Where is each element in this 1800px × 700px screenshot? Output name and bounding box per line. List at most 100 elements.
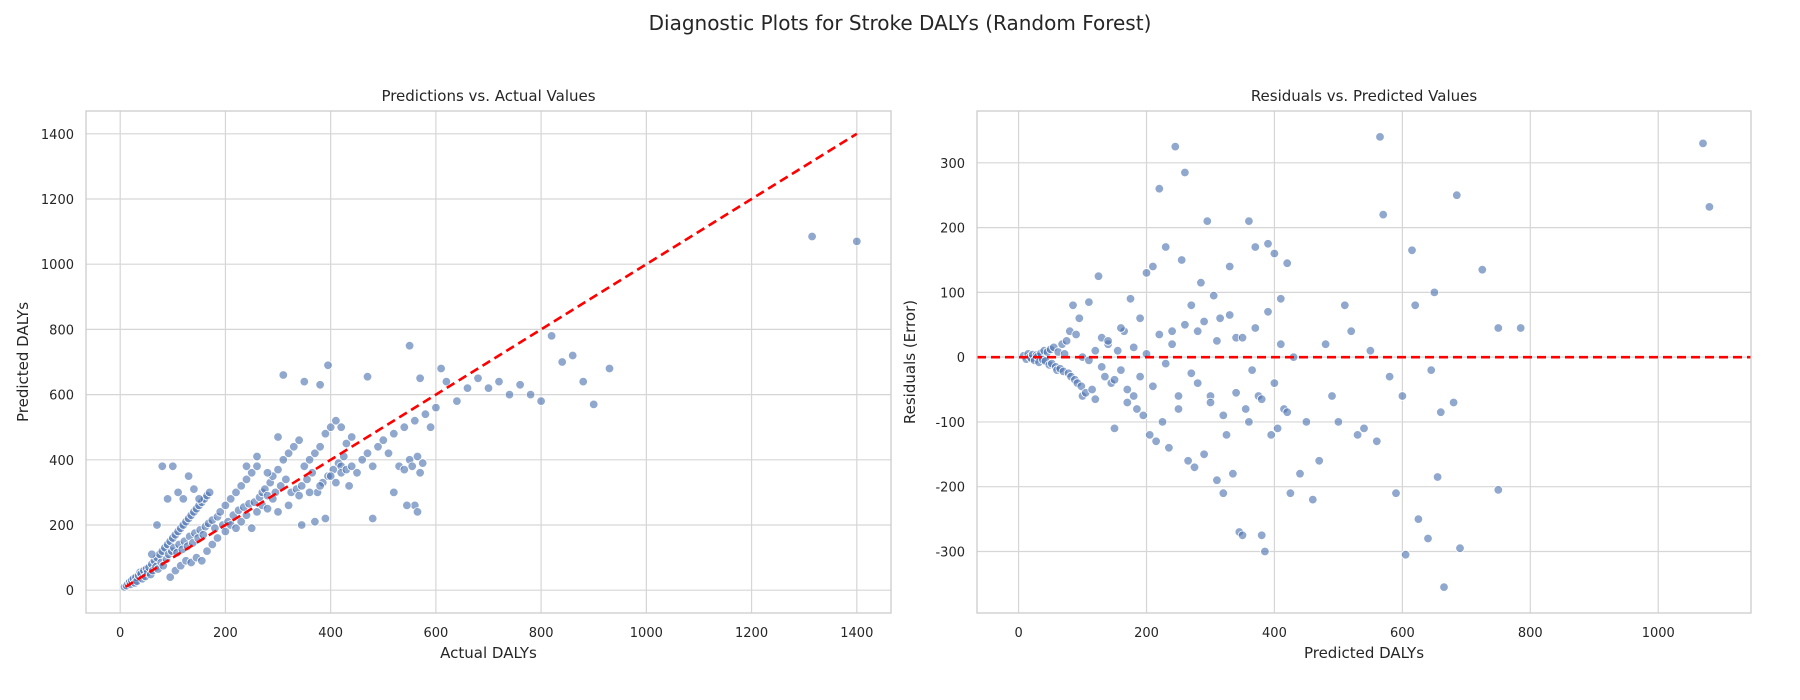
data-point	[297, 520, 307, 530]
data-point	[1212, 336, 1222, 346]
data-point	[1244, 417, 1254, 427]
data-point	[368, 461, 378, 472]
data-point	[1397, 391, 1408, 401]
data-point	[494, 376, 504, 387]
data-point	[207, 539, 218, 550]
axes-title: Predictions vs. Actual Values	[381, 87, 595, 105]
data-point	[1282, 407, 1292, 417]
data-point	[225, 494, 236, 504]
data-point	[1250, 242, 1261, 252]
data-point	[173, 487, 183, 498]
data-point	[1439, 582, 1449, 592]
data-point	[1192, 326, 1203, 336]
data-point	[1176, 255, 1187, 265]
data-point	[220, 526, 231, 537]
data-point	[1164, 443, 1174, 453]
y-tick-label: 400	[49, 454, 74, 469]
data-point	[231, 523, 241, 533]
data-point	[1157, 417, 1168, 427]
data-point	[504, 389, 515, 400]
data-point	[1269, 248, 1280, 259]
data-point	[1240, 404, 1251, 414]
data-point	[299, 461, 310, 472]
data-point	[515, 380, 525, 390]
data-point	[320, 429, 331, 439]
data-point	[315, 442, 325, 452]
data-point	[1237, 333, 1248, 343]
data-point	[283, 448, 294, 459]
data-point	[1272, 423, 1283, 434]
axes-frame	[976, 110, 1752, 614]
data-point	[536, 396, 546, 406]
data-point	[1180, 167, 1190, 178]
data-point	[1167, 339, 1177, 349]
data-point	[283, 500, 294, 511]
data-point	[1378, 209, 1388, 220]
data-point	[273, 507, 283, 517]
data-point	[310, 448, 320, 459]
data-point	[1154, 329, 1165, 340]
data-point	[331, 416, 341, 426]
data-point	[462, 383, 473, 393]
data-point	[1352, 430, 1363, 440]
data-point	[1109, 423, 1120, 434]
data-point	[352, 468, 362, 478]
data-point	[1100, 371, 1110, 382]
data-point	[241, 461, 252, 472]
data-point	[807, 231, 817, 242]
data-point	[1148, 381, 1158, 392]
data-point	[1407, 245, 1417, 256]
data-point	[1263, 239, 1273, 249]
data-point	[589, 399, 599, 410]
data-point	[1452, 190, 1462, 200]
axes-title: Residuals vs. Predicted Values	[1251, 87, 1478, 105]
data-point	[452, 396, 462, 406]
data-point	[278, 370, 289, 380]
data-point	[304, 487, 315, 498]
data-point	[273, 432, 283, 442]
data-point	[1186, 300, 1197, 311]
data-point	[241, 474, 252, 485]
data-point	[1340, 300, 1350, 311]
y-tick-label: 600	[49, 389, 74, 404]
data-point	[304, 455, 315, 465]
x-tick-label: 800	[1518, 626, 1543, 641]
data-point	[147, 549, 157, 560]
data-point	[246, 523, 257, 533]
data-point	[231, 487, 241, 498]
data-point	[1122, 384, 1133, 395]
data-point	[299, 376, 310, 387]
data-point	[1493, 485, 1504, 495]
data-point	[1202, 216, 1213, 226]
data-point	[331, 477, 341, 488]
data-point	[294, 490, 304, 501]
data-point	[1493, 323, 1504, 333]
data-point	[425, 422, 436, 432]
data-point	[294, 435, 304, 445]
x-tick-label: 1000	[630, 626, 663, 641]
data-point	[1365, 346, 1376, 356]
data-point	[1199, 316, 1209, 327]
data-point	[1426, 365, 1436, 375]
data-point	[1448, 397, 1459, 408]
data-point	[320, 513, 331, 524]
data-point	[852, 236, 862, 247]
data-point	[315, 380, 325, 390]
data-point	[1698, 138, 1708, 149]
data-point	[183, 471, 194, 481]
data-point	[1087, 384, 1097, 395]
data-point	[323, 360, 333, 371]
data-point	[1410, 300, 1420, 311]
data-point	[1250, 323, 1261, 333]
data-point	[1266, 430, 1276, 440]
y-axis-label: Residuals (Error)	[901, 300, 919, 424]
x-tick-label: 400	[1262, 626, 1287, 641]
x-tick-label: 1400	[840, 626, 873, 641]
data-point	[1068, 300, 1078, 311]
figure-suptitle: Diagnostic Plots for Stroke DALYs (Rando…	[649, 11, 1152, 35]
data-point	[297, 481, 307, 491]
data-point	[415, 468, 425, 478]
y-tick-label: -300	[935, 545, 965, 560]
data-point	[389, 429, 399, 439]
